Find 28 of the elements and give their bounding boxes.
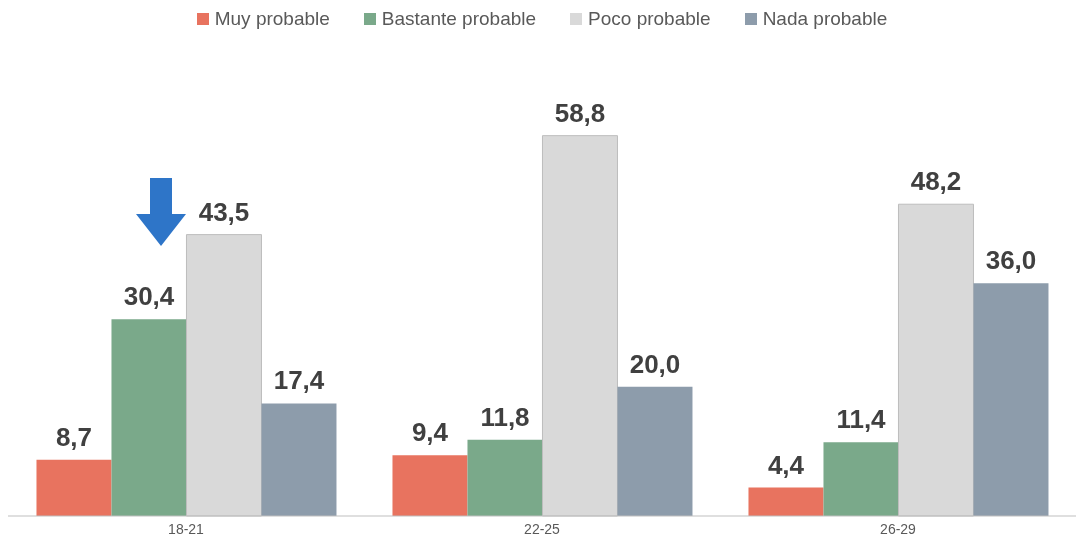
legend-label: Poco probable bbox=[587, 8, 711, 30]
bar bbox=[617, 386, 693, 516]
bar bbox=[748, 487, 824, 516]
data-label: 11,4 bbox=[836, 404, 887, 435]
data-label: 8,7 bbox=[55, 421, 93, 452]
bar bbox=[111, 319, 187, 516]
data-label: 20,0 bbox=[629, 348, 681, 379]
x-tick-label: 22-25 bbox=[524, 520, 561, 537]
data-label: 30,4 bbox=[123, 281, 175, 312]
data-label: 58,8 bbox=[554, 97, 606, 128]
bar bbox=[392, 455, 468, 516]
data-label: 4,4 bbox=[767, 449, 805, 480]
data-label: 43,5 bbox=[198, 196, 250, 227]
bar bbox=[261, 403, 337, 516]
data-label: 17,4 bbox=[273, 365, 325, 396]
legend-label: Bastante probable bbox=[380, 8, 537, 30]
data-label: 11,8 bbox=[480, 401, 530, 432]
legend-label: Nada probable bbox=[761, 8, 888, 30]
data-label: 48,2 bbox=[910, 166, 962, 197]
x-tick-label: 26-29 bbox=[880, 520, 917, 537]
data-label: 9,4 bbox=[411, 417, 449, 448]
legend-label: Muy probable bbox=[213, 8, 330, 30]
data-label: 36,0 bbox=[985, 245, 1037, 276]
bar bbox=[973, 283, 1049, 516]
x-tick-label: 18-21 bbox=[168, 520, 205, 537]
bar bbox=[36, 459, 112, 516]
bar bbox=[823, 442, 899, 516]
bar bbox=[467, 439, 543, 516]
